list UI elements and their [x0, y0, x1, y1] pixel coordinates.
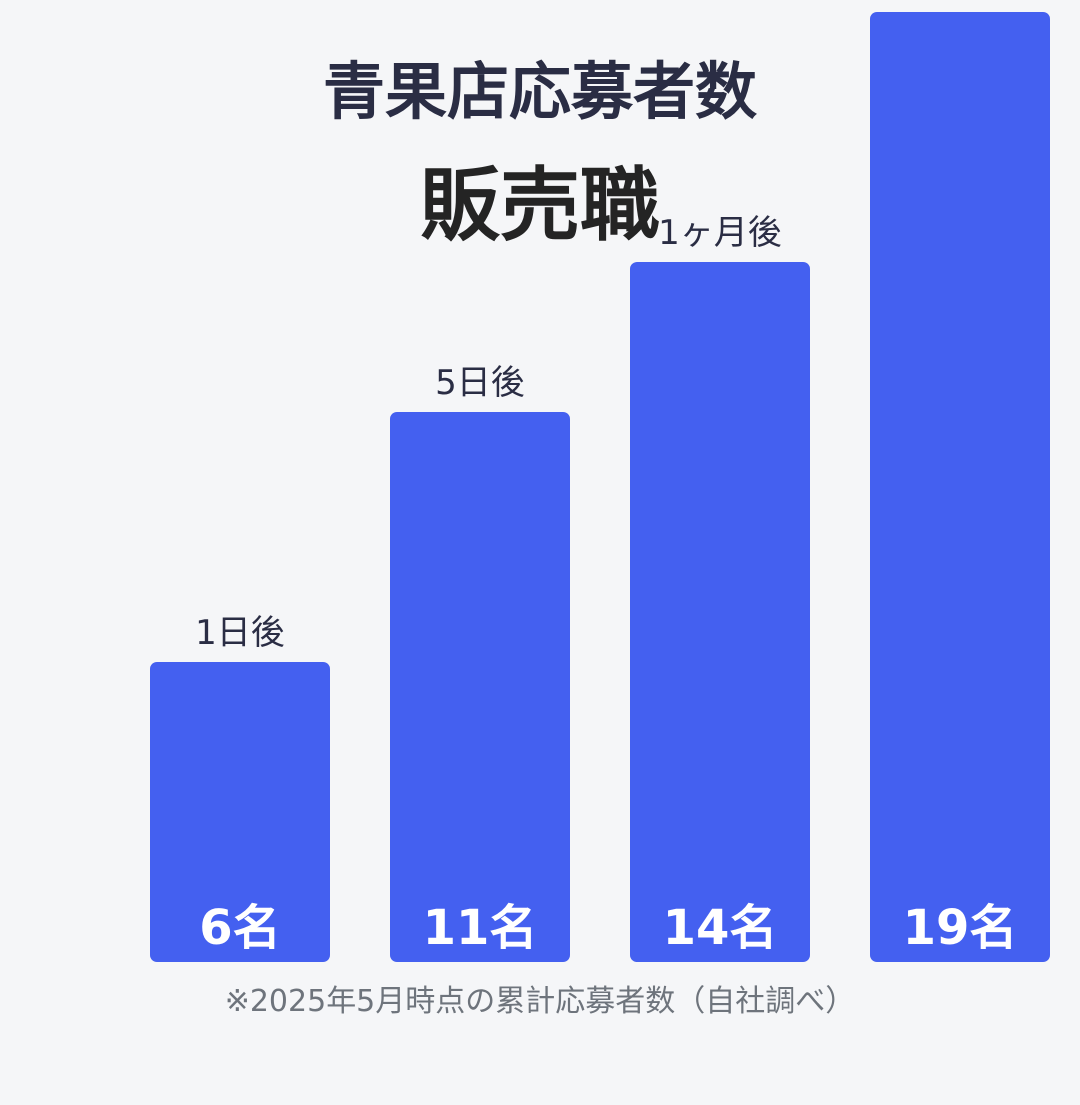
bar-4 [870, 12, 1050, 962]
category-label: 5日後 [435, 363, 525, 403]
bar-2 [390, 412, 570, 962]
bar-1 [150, 662, 330, 962]
chart-title: 青果店応募者数 [322, 55, 757, 128]
value-label: 6名 [199, 900, 280, 956]
category-label: 1ヶ月後 [658, 213, 782, 253]
chart-subtitle: 販売職 [420, 159, 660, 252]
value-label: 14名 [663, 900, 778, 956]
footnote: ※2025年5月時点の累計応募者数（自社調べ） [224, 984, 856, 1019]
bar-3 [630, 262, 810, 962]
category-label: 2ヶ月後 [898, 0, 1022, 3]
value-label: 11名 [423, 900, 538, 956]
value-label: 19名 [903, 900, 1018, 956]
category-label: 1日後 [195, 613, 285, 653]
